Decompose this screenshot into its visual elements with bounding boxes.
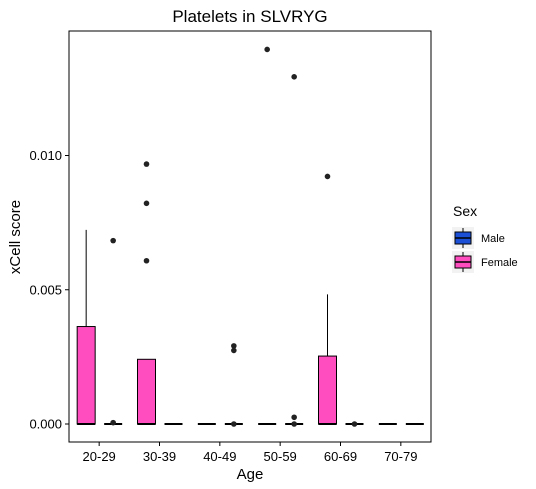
outlier-point <box>291 421 297 427</box>
y-axis-title: xCell score <box>7 200 24 274</box>
x-tick-label: 20-29 <box>83 449 116 464</box>
x-tick-label: 50-59 <box>264 449 297 464</box>
y-tick-label: 0.010 <box>29 148 62 163</box>
outlier-point <box>110 237 116 244</box>
legend: Sex Male Female <box>452 203 518 273</box>
outlier-point <box>231 343 237 349</box>
x-tick-label: 30-39 <box>143 449 176 464</box>
chart-marks <box>76 46 424 427</box>
box <box>76 326 96 425</box>
x-axis-title: Age <box>237 466 264 483</box>
legend-item-male: Male <box>452 227 505 249</box>
outlier-point <box>231 421 237 427</box>
outlier-point <box>231 347 237 354</box>
outlier-point <box>351 421 358 427</box>
box-male-60-69 <box>345 421 364 427</box>
y-axis: 0.000 0.005 0.010 <box>29 148 69 432</box>
y-tick-label: 0.005 <box>29 282 62 297</box>
x-tick-label: 60-69 <box>324 449 357 464</box>
legend-item-female: Female <box>452 251 518 273</box>
box-female-60-69 <box>318 173 337 425</box>
box-female-30-39 <box>137 161 156 425</box>
x-tick-label: 40-49 <box>203 449 236 464</box>
y-tick-label: 0.000 <box>29 417 62 432</box>
box-female-50-59 <box>258 46 277 425</box>
outlier-point <box>143 200 150 207</box>
box <box>318 355 337 425</box>
legend-label: Male <box>481 233 505 245</box>
box-male-20-29 <box>104 237 123 426</box>
x-tick-label: 70-79 <box>384 449 417 464</box>
box-male-40-49 <box>224 343 243 427</box>
chart-title: Platelets in SLVRYG <box>172 7 327 26</box>
box <box>137 358 156 425</box>
outlier-point <box>143 161 150 167</box>
outlier-point <box>110 419 116 426</box>
outlier-point <box>291 74 297 80</box>
outlier-point <box>143 257 150 264</box>
plot-panel <box>68 30 432 443</box>
box-male-50-59 <box>285 74 304 427</box>
outlier-point <box>264 46 270 53</box>
outlier-point <box>291 414 297 421</box>
x-axis: 20-29 30-39 40-49 50-59 60-69 70-79 <box>83 442 417 464</box>
legend-title: Sex <box>453 203 477 219</box>
legend-label: Female <box>481 257 518 269</box>
box-female-20-29 <box>76 229 96 425</box>
outlier-point <box>324 173 331 180</box>
